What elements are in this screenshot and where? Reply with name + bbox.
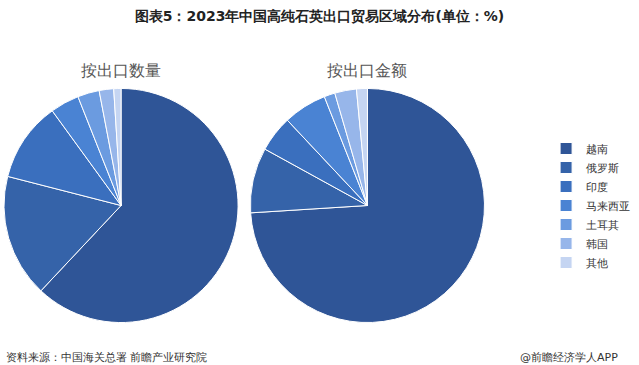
svg-text:按出口数量: 按出口数量: [81, 61, 161, 80]
svg-text:俄罗斯: 俄罗斯: [586, 162, 619, 175]
svg-text:按出口金额: 按出口金额: [327, 61, 407, 80]
svg-text:印度: 印度: [586, 181, 608, 194]
svg-text:其他: 其他: [586, 257, 608, 270]
svg-text:韩国: 韩国: [586, 238, 608, 251]
svg-text:图表5：2023年中国高纯石英出口贸易区域分布(单位：%): 图表5：2023年中国高纯石英出口贸易区域分布(单位：%): [135, 8, 505, 24]
svg-text:马来西亚: 马来西亚: [586, 200, 630, 213]
svg-text:@前瞻经济学人APP: @前瞻经济学人APP: [520, 351, 618, 364]
svg-text:越南: 越南: [586, 143, 608, 156]
svg-text:土耳其: 土耳其: [586, 219, 619, 232]
svg-text:资料来源：中国海关总署 前瞻产业研究院: 资料来源：中国海关总署 前瞻产业研究院: [6, 351, 208, 364]
